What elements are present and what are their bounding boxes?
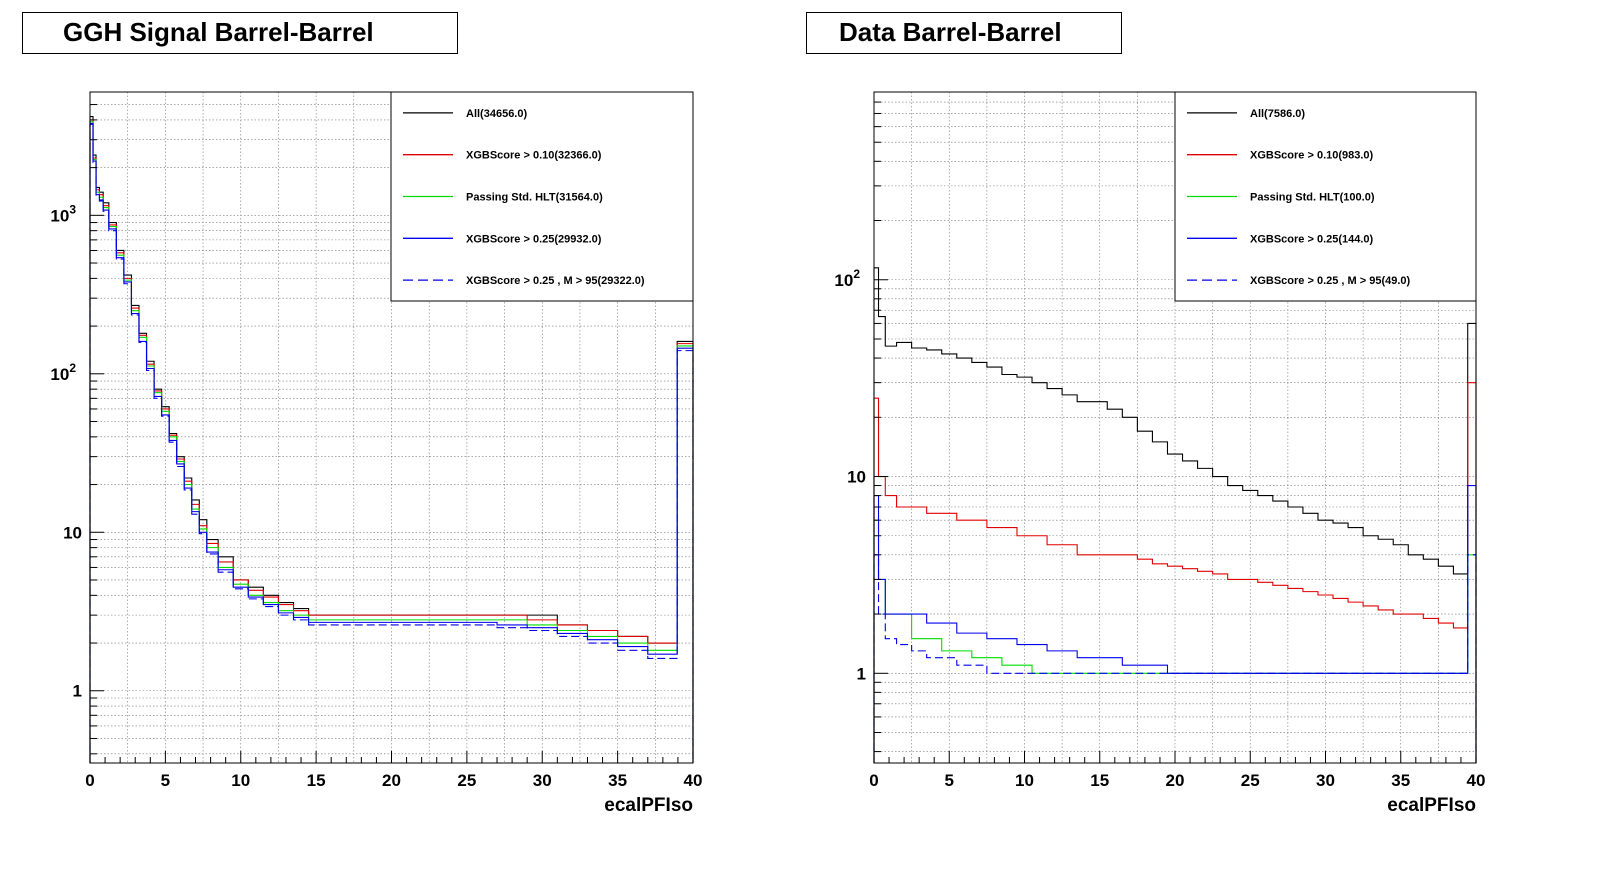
x-tick-label: 30 xyxy=(1316,771,1335,790)
x-tick-label: 20 xyxy=(1166,771,1185,790)
legend-entry: Passing Std. HLT(100.0) xyxy=(1250,192,1375,204)
series-line-1 xyxy=(873,382,1477,763)
legend: All(7586.0) XGBScore > 0.10(983.0) Passing… xyxy=(1174,91,1477,302)
x-tick-label: 5 xyxy=(945,771,954,790)
y-tick-label: 10 xyxy=(847,468,866,487)
x-tick-label: 5 xyxy=(161,771,170,790)
y-tick-label: 102 xyxy=(50,361,76,384)
x-tick-label: 40 xyxy=(684,771,703,790)
x-tick-label: 15 xyxy=(1090,771,1109,790)
x-tick-label: 10 xyxy=(231,771,250,790)
legend-entry: XGBScore > 0.10(32366.0) xyxy=(466,150,602,162)
x-tick-label: 20 xyxy=(382,771,401,790)
x-tick-label: 30 xyxy=(533,771,552,790)
legend-entry: XGBScore > 0.25 , M > 95(29322.0) xyxy=(466,275,645,287)
series-line-4 xyxy=(873,554,1477,763)
legend-entry: XGBScore > 0.10(983.0) xyxy=(1250,150,1374,162)
legend-entry: All(7586.0) xyxy=(1250,108,1305,120)
x-tick-label: 25 xyxy=(457,771,476,790)
legend-entry: Passing Std. HLT(31564.0) xyxy=(466,192,603,204)
x-tick-label: 35 xyxy=(1391,771,1410,790)
legend-entry: XGBScore > 0.25 , M > 95(49.0) xyxy=(1250,275,1411,287)
chart-1: 0 5 10 15 20 25 30 35 40 ecalPFIso 1 10 102 All(7586.… xyxy=(834,91,1485,816)
x-axis-label: ecalPFIso xyxy=(1387,795,1476,816)
x-axis: 0 5 10 15 20 25 30 35 40 ecalPFIso xyxy=(869,751,1485,816)
x-tick-label: 25 xyxy=(1241,771,1260,790)
x-tick-label: 0 xyxy=(85,771,94,790)
x-tick-label: 40 xyxy=(1467,771,1486,790)
x-tick-label: 10 xyxy=(1015,771,1034,790)
y-tick-label: 1 xyxy=(857,664,866,683)
legend: All(34656.0) XGBScore > 0.10(32366.0) Pass… xyxy=(390,91,694,302)
chart-title-right: Data Barrel-Barrel xyxy=(806,12,1122,54)
x-axis: 0 5 10 15 20 25 30 35 40 ecalPFIso xyxy=(85,751,702,816)
legend-entry: XGBScore > 0.25(29932.0) xyxy=(466,233,602,245)
legend-entry: XGBScore > 0.25(144.0) xyxy=(1250,233,1374,245)
y-tick-label: 10 xyxy=(63,523,82,542)
y-axis: 1 10 102 xyxy=(834,91,888,753)
y-tick-label: 102 xyxy=(834,267,860,290)
series-line-0 xyxy=(873,267,1477,763)
chart-0: 0 5 10 15 20 25 30 35 40 ecalPFIso 1 10 102 103 All(34… xyxy=(50,91,702,816)
y-tick-label: 103 xyxy=(50,202,76,225)
x-tick-label: 15 xyxy=(307,771,326,790)
y-tick-label: 1 xyxy=(73,682,82,701)
x-tick-label: 35 xyxy=(608,771,627,790)
x-tick-label: 0 xyxy=(869,771,878,790)
chart-title-left: GGH Signal Barrel-Barrel xyxy=(22,12,458,54)
series-line-4 xyxy=(89,123,694,763)
legend-entry: All(34656.0) xyxy=(466,108,527,120)
y-axis: 1 10 102 103 xyxy=(50,91,104,755)
x-axis-label: ecalPFIso xyxy=(604,795,693,816)
